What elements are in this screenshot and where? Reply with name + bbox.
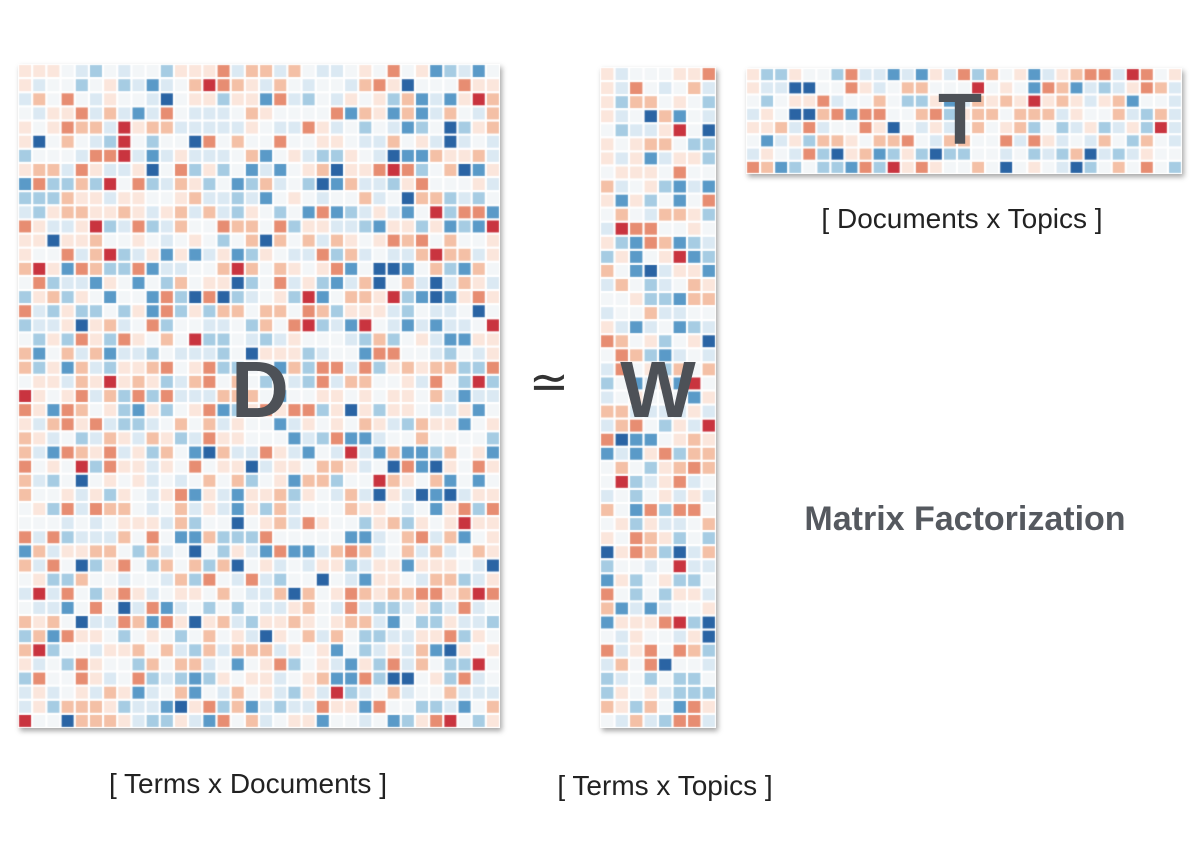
matrix-w-cells (600, 67, 716, 728)
approximately-equal-symbol: ≃ (528, 354, 570, 410)
matrix-d-caption: [ Terms x Documents ] (108, 768, 387, 799)
matrix-d-cells (18, 64, 500, 728)
matrix-t-cells (746, 68, 1182, 174)
matrix-t-caption: [ Documents x Topics ] (821, 203, 1103, 234)
matrix-d (18, 64, 500, 728)
diagram-title: Matrix Factorization (804, 500, 1126, 538)
matrix-t (746, 68, 1182, 174)
matrix-w (600, 67, 716, 728)
matrix-w-caption: [ Terms x Topics ] (557, 770, 773, 801)
